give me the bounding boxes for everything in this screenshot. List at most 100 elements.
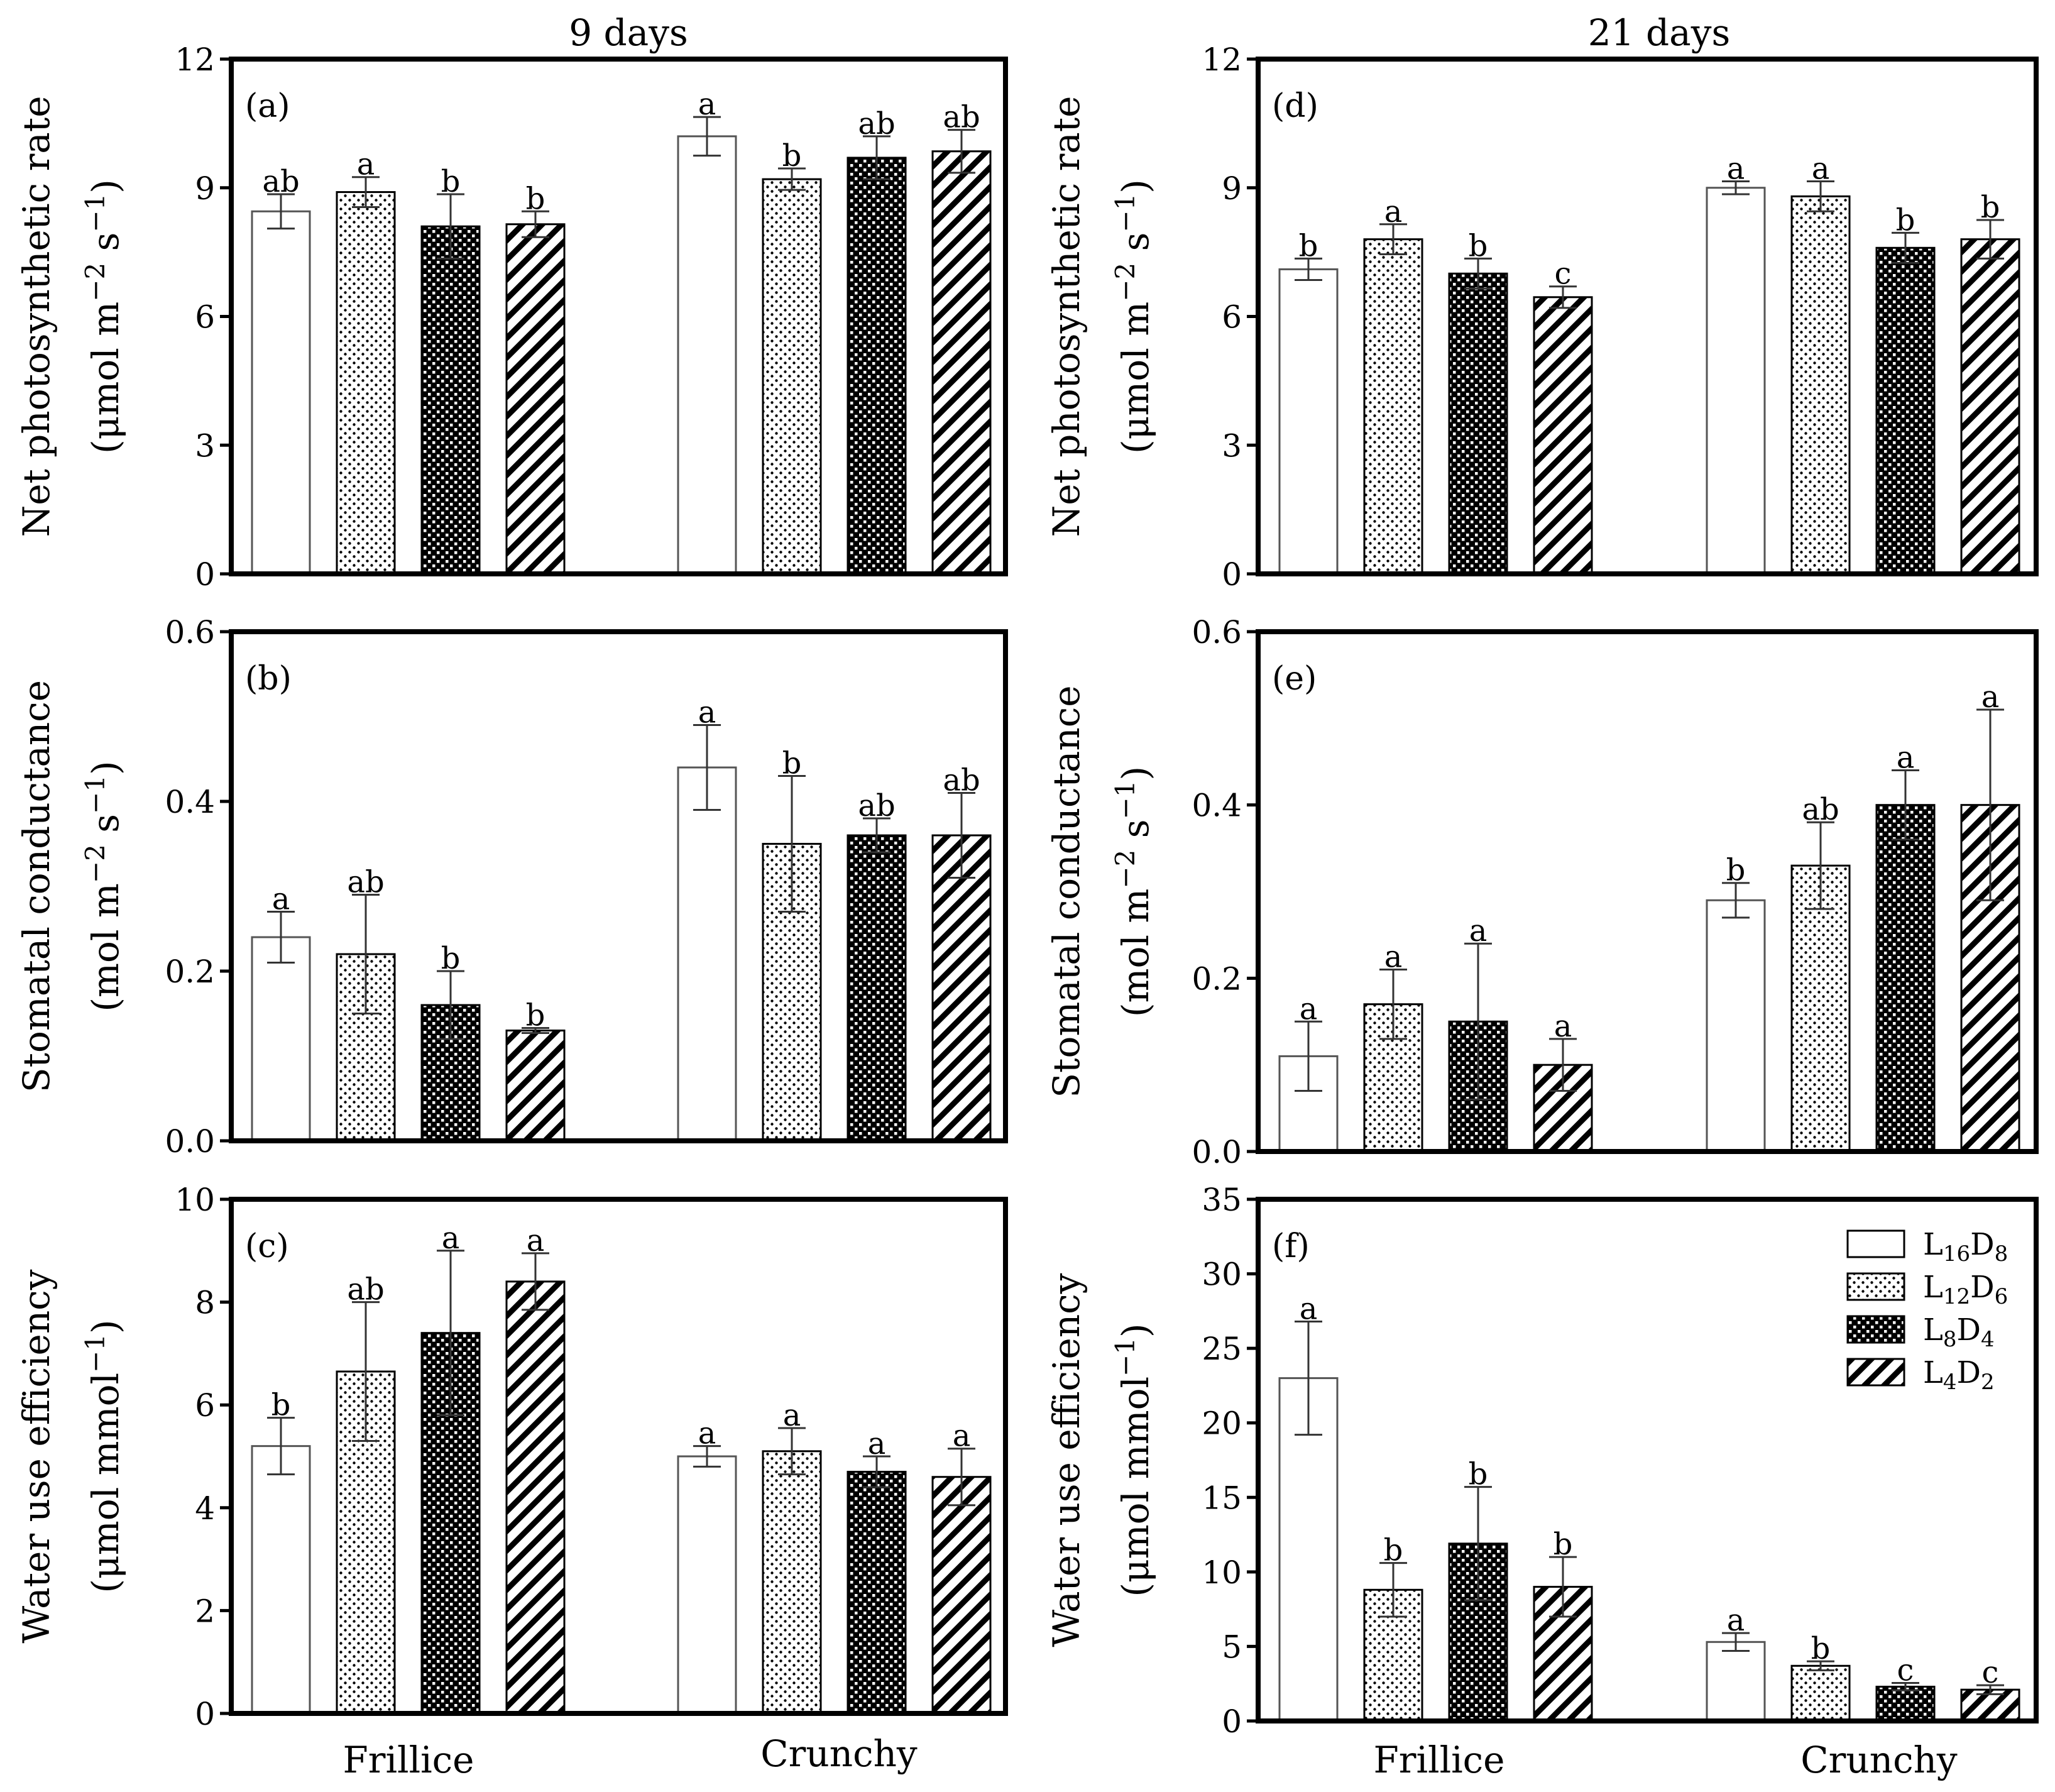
unit-superscript: −1 xyxy=(80,775,111,814)
column-title-9-days: 9 days xyxy=(569,11,688,54)
y-tick-label: 12 xyxy=(1202,41,1242,78)
y-tick-label: 0.0 xyxy=(165,1123,215,1160)
y-tick-label: 3 xyxy=(195,427,215,464)
y-tick-label: 10 xyxy=(175,1182,215,1218)
significance-letter: ab xyxy=(347,865,384,900)
unit-text: s xyxy=(1114,819,1157,849)
y-tick-label: 8 xyxy=(195,1285,215,1321)
chart-panel: a a b b b c b c 0 5 10 15 20 25 30 35 (f) Water use effic… xyxy=(1045,1182,2039,1740)
bar xyxy=(931,150,992,575)
legend-label: L8D4 xyxy=(1923,1312,1995,1352)
y-axis-label: Water use efficiency xyxy=(1045,1273,1088,1647)
y-tick-label: 5 xyxy=(1222,1629,1242,1665)
plot-frame xyxy=(1256,1197,2039,1723)
unit-text: s xyxy=(1114,233,1157,263)
unit-text: (μmol m xyxy=(1114,302,1157,454)
bar xyxy=(677,1455,737,1715)
unit-superscript: −2 xyxy=(1110,850,1141,889)
bar xyxy=(1875,804,1936,1153)
legend-subscript: 12 xyxy=(1943,1284,1970,1309)
legend-swatch xyxy=(1846,1315,1905,1344)
significance-letter: a xyxy=(1812,151,1830,187)
significance-letter: b xyxy=(526,181,545,216)
bar xyxy=(1448,272,1508,575)
legend-text: D xyxy=(1970,1270,1994,1305)
plot-frame xyxy=(1256,629,2039,1154)
y-axis-unit: (μmol mmol−1) xyxy=(80,1319,127,1593)
y-tick-label: 0.6 xyxy=(1192,614,1242,651)
legend-subscript: 4 xyxy=(1943,1370,1957,1395)
y-tick-label: 0.2 xyxy=(165,954,215,990)
legend-text: L xyxy=(1923,1312,1943,1348)
bar xyxy=(762,1450,822,1715)
significance-letter: ab xyxy=(1802,792,1839,827)
bar xyxy=(505,223,566,575)
y-tick-label: 0 xyxy=(1222,556,1242,593)
y-tick-label: 10 xyxy=(1202,1554,1242,1591)
y-axis-unit: (μmol m−2 s−1) xyxy=(80,179,127,454)
chart-panel: b a ab a a a a a 0 2 4 6 8 10 (c) Water use efficiency (… xyxy=(15,1182,1008,1732)
legend-text: L xyxy=(1923,1227,1943,1262)
y-tick-label: 0.2 xyxy=(1192,960,1242,997)
unit-superscript: −1 xyxy=(80,194,111,233)
significance-letter: a xyxy=(1300,1291,1318,1326)
significance-letter: a xyxy=(272,882,290,917)
legend-subscript: 2 xyxy=(1981,1370,1995,1395)
bar xyxy=(1706,1641,1766,1722)
significance-letter: b xyxy=(1554,1527,1573,1562)
unit-superscript: −2 xyxy=(1110,263,1141,302)
significance-letter: b xyxy=(1384,1533,1403,1568)
y-tick-label: 0.6 xyxy=(165,614,215,651)
group-label-frillice-left: Frillice xyxy=(343,1739,474,1781)
y-axis-label: Net photosynthetic rate xyxy=(15,96,58,537)
y-axis-unit: (mol m−2 s−1) xyxy=(1110,766,1157,1017)
plot-frame xyxy=(229,629,1008,1143)
significance-letter: a xyxy=(698,695,716,730)
y-tick-label: 0.0 xyxy=(1192,1134,1242,1170)
panel-label: (b) xyxy=(245,660,292,698)
bar xyxy=(1706,187,1766,575)
bar xyxy=(931,834,992,1142)
y-tick-label: 4 xyxy=(195,1490,215,1527)
legend-label: L12D6 xyxy=(1923,1270,2008,1309)
y-axis-label: Water use efficiency xyxy=(15,1269,58,1643)
bar xyxy=(505,1280,566,1715)
y-tick-label: 15 xyxy=(1202,1480,1242,1516)
significance-letter: b xyxy=(271,1388,291,1423)
significance-letter: a xyxy=(1384,940,1403,975)
unit-text: ) xyxy=(84,179,127,194)
significance-letter: a xyxy=(527,1223,545,1258)
y-tick-label: 30 xyxy=(1202,1256,1242,1293)
group-label-crunchy-right: Crunchy xyxy=(1800,1739,1958,1781)
unit-text: ) xyxy=(1114,179,1157,194)
significance-letter: b xyxy=(1469,1457,1488,1492)
y-axis-unit: (μmol mmol−1) xyxy=(1110,1323,1157,1597)
unit-text: s xyxy=(84,233,127,263)
significance-letter: a xyxy=(1554,1009,1572,1044)
significance-letter: a xyxy=(442,1221,460,1256)
unit-text: (mol m xyxy=(1114,889,1157,1018)
y-tick-label: 0 xyxy=(195,1696,215,1732)
unit-text: (mol m xyxy=(84,883,127,1012)
y-tick-label: 0.4 xyxy=(1192,788,1242,824)
unit-text: ) xyxy=(1114,1323,1157,1338)
bar xyxy=(1278,268,1339,575)
bar xyxy=(505,1030,566,1142)
significance-letter: b xyxy=(441,941,461,976)
panel-label: (a) xyxy=(245,87,290,125)
y-tick-label: 3 xyxy=(1222,427,1242,464)
significance-letter: a xyxy=(868,1426,886,1461)
significance-letter: b xyxy=(1811,1631,1831,1666)
legend-text: L xyxy=(1923,1355,1943,1390)
legend-subscript: 8 xyxy=(1995,1241,2008,1267)
bar xyxy=(336,191,396,575)
legend-subscript: 4 xyxy=(1981,1327,1995,1352)
y-tick-label: 35 xyxy=(1202,1182,1242,1218)
significance-letter: ab xyxy=(858,788,895,823)
bar xyxy=(677,135,737,575)
y-tick-label: 0 xyxy=(1222,1703,1242,1740)
y-tick-label: 6 xyxy=(195,1387,215,1424)
significance-letter: c xyxy=(1897,1653,1914,1688)
unit-text: (μmol m xyxy=(84,302,127,454)
y-tick-label: 9 xyxy=(195,170,215,207)
